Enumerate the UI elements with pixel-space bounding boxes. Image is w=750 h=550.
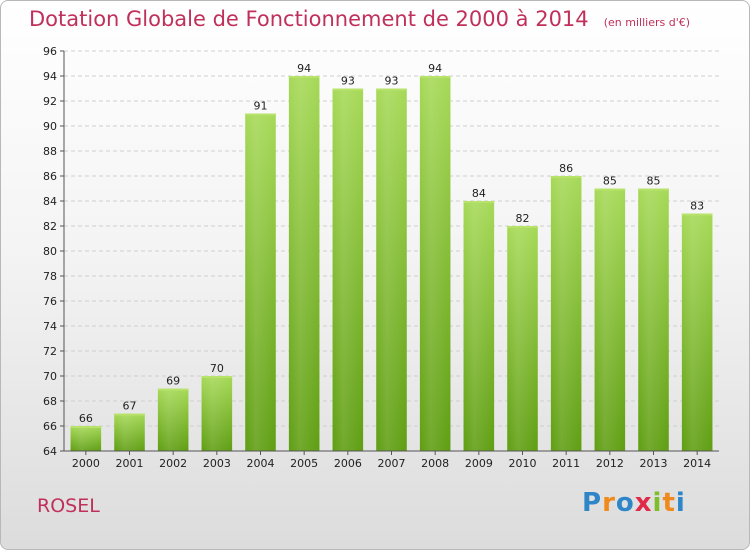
title-row: Dotation Globale de Fonctionnement de 20… (29, 7, 690, 31)
bar-highlight (419, 76, 451, 451)
y-tick-label: 70 (43, 370, 57, 383)
logo-letter: P (582, 488, 603, 518)
bar-highlight (550, 176, 582, 451)
x-tick-label: 2013 (640, 457, 668, 470)
bar-highlight (157, 388, 189, 451)
value-label: 94 (297, 62, 311, 75)
value-label: 85 (603, 175, 617, 188)
bar-highlight (638, 188, 669, 451)
value-label: 69 (166, 375, 180, 388)
bar-top-edge (201, 376, 233, 378)
x-tick-label: 2004 (247, 457, 275, 470)
y-tick-label: 76 (43, 295, 57, 308)
bar-top-edge (463, 201, 495, 203)
logo-letter: r (602, 488, 616, 518)
bar-top-edge (681, 213, 713, 216)
axis-layer: 64 66 68 70 72 74 76 78 80 82 84 86 88 90 92 94 96 2000 20… (43, 45, 719, 470)
y-tick-label: 64 (43, 445, 57, 458)
value-label: 83 (690, 200, 704, 213)
logo-letter: t (662, 488, 676, 518)
bar-top-edge (157, 388, 189, 391)
bar-highlight (681, 213, 713, 451)
y-tick-label: 88 (43, 145, 57, 158)
value-label: 94 (428, 62, 442, 75)
bar-highlight (201, 376, 233, 451)
bar-top-edge (114, 413, 145, 416)
logo-letter: i (652, 488, 663, 518)
value-label: 82 (516, 212, 530, 225)
value-label: 93 (341, 75, 355, 88)
y-tick-label: 86 (43, 170, 57, 183)
value-label: 84 (472, 187, 486, 200)
x-tick-label: 2012 (596, 457, 624, 470)
proxiti-logo: Proxiti (582, 488, 686, 518)
value-label: 67 (123, 400, 137, 413)
place-label: ROSEL (37, 495, 100, 517)
x-tick-label: 2007 (378, 457, 406, 470)
x-tick-label: 2014 (683, 457, 711, 470)
bar-highlight (288, 76, 320, 451)
x-tick-label: 2001 (116, 457, 144, 470)
y-tick-label: 80 (43, 245, 57, 258)
bar-top-edge (70, 426, 102, 428)
value-label: 91 (254, 100, 268, 113)
bar-highlight (594, 188, 626, 451)
y-tick-label: 78 (43, 270, 57, 283)
value-label: 86 (559, 162, 573, 175)
value-label: 85 (647, 175, 661, 188)
y-tick-label: 92 (43, 95, 57, 108)
bar-top-edge (332, 88, 364, 91)
bar-highlight (70, 426, 102, 451)
y-tick-label: 84 (43, 195, 57, 208)
x-tick-label: 2002 (159, 457, 187, 470)
logo-letter: i (675, 488, 686, 518)
bar-top-edge (419, 76, 451, 78)
y-tick-label: 96 (43, 45, 57, 58)
y-tick-label: 90 (43, 120, 57, 133)
bars-layer: 66 67 69 70 91 94 93 93 94 84 82 86 85 85 83 (70, 62, 713, 451)
y-tick-label: 74 (43, 320, 57, 333)
y-tick-label: 66 (43, 420, 57, 433)
value-label: 93 (385, 75, 399, 88)
logo-letter: o (615, 488, 635, 518)
x-tick-label: 2006 (334, 457, 362, 470)
bar-highlight (376, 88, 407, 451)
x-tick-label: 2008 (421, 457, 449, 470)
y-tick-label: 68 (43, 395, 57, 408)
bar-highlight (507, 226, 538, 451)
x-tick-label: 2000 (72, 457, 100, 470)
bar-top-edge (376, 88, 407, 91)
y-tick-label: 82 (43, 220, 57, 233)
bar-top-edge (638, 188, 669, 191)
bar-top-edge (245, 113, 276, 116)
bar-highlight (463, 201, 495, 451)
x-tick-label: 2003 (203, 457, 231, 470)
x-tick-label: 2010 (509, 457, 537, 470)
chart-subtitle: (en milliers d'€) (603, 16, 691, 29)
chart-title: Dotation Globale de Fonctionnement de 20… (29, 7, 589, 31)
x-tick-label: 2005 (290, 457, 318, 470)
y-tick-label: 94 (43, 70, 57, 83)
bar-highlight (332, 88, 364, 451)
bar-top-edge (594, 188, 626, 191)
value-label: 66 (79, 412, 93, 425)
bar-top-edge (288, 76, 320, 78)
y-tick-label: 72 (43, 345, 57, 358)
bar-top-edge (550, 176, 582, 178)
x-tick-label: 2009 (465, 457, 493, 470)
bar-highlight (114, 413, 145, 451)
value-label: 70 (210, 362, 224, 375)
bar-top-edge (507, 226, 538, 228)
logo-letter: x (634, 488, 653, 518)
x-tick-label: 2011 (552, 457, 580, 470)
bar-highlight (245, 113, 276, 451)
